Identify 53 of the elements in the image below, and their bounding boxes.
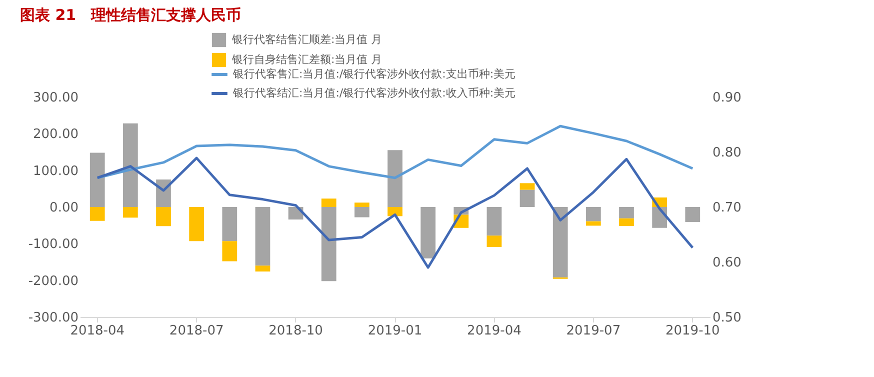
bar xyxy=(90,207,105,221)
bar xyxy=(388,150,402,207)
bar xyxy=(255,266,270,272)
bar xyxy=(354,202,370,207)
y-tick-label: 300.00 xyxy=(33,90,78,106)
legend-label: 银行代客售汇:当月值:/银行代客涉外收付款:支出币种:美元 xyxy=(232,68,516,80)
bar xyxy=(321,198,336,207)
legend-label: 银行代客结汇:当月值:/银行代客涉外收付款:收入币种:美元 xyxy=(232,86,516,100)
bar xyxy=(520,183,535,190)
y-tick-label: -100.00 xyxy=(28,237,78,252)
x-tick-label: 2018-10 xyxy=(268,324,323,338)
x-tick-label: 2019-01 xyxy=(368,324,422,338)
bar xyxy=(388,207,402,216)
y2-tick-label: 0.70 xyxy=(712,200,742,216)
y-tick-label: -300.00 xyxy=(28,310,78,326)
line-series xyxy=(96,156,694,269)
bar xyxy=(222,207,238,242)
chart-title: 图表 21 理性结售汇支撑人民币 xyxy=(20,6,242,24)
x-tick-label: 2018-07 xyxy=(169,324,224,338)
y2-tick-label: 0.90 xyxy=(712,90,742,106)
bar xyxy=(90,152,105,207)
legend-label: 银行自身结售汇差额:当月值 月 xyxy=(231,53,382,66)
y-tick-label: 100.00 xyxy=(33,164,78,179)
y2-tick-label: 0.80 xyxy=(712,146,742,160)
x-tick-label: 2018-04 xyxy=(70,324,125,338)
bar xyxy=(189,207,204,242)
bar xyxy=(156,207,171,226)
y-tick-label: -200.00 xyxy=(28,274,78,289)
bar xyxy=(354,207,370,218)
x-tick-label: 2019-04 xyxy=(467,324,522,338)
x-tick-label: 2019-07 xyxy=(566,324,621,338)
bar xyxy=(619,207,634,218)
x-tick-label: 2019-10 xyxy=(665,324,720,338)
bar xyxy=(321,207,336,282)
bar xyxy=(586,207,601,222)
y2-tick-label: 0.50 xyxy=(712,310,742,326)
bar xyxy=(255,207,270,266)
line-series xyxy=(96,124,694,180)
legend-label: 银行代客结售汇顺差:当月值 月 xyxy=(231,33,382,46)
bar xyxy=(520,190,535,207)
y-tick-label: 200.00 xyxy=(33,127,78,142)
bar xyxy=(222,241,238,262)
bar xyxy=(486,207,502,236)
bar xyxy=(122,207,138,218)
bar xyxy=(122,123,138,207)
bar xyxy=(420,207,436,258)
bar xyxy=(685,207,700,222)
bar xyxy=(586,221,601,226)
bar xyxy=(552,207,568,278)
bar xyxy=(619,218,634,226)
y2-tick-label: 0.60 xyxy=(712,256,742,270)
y-tick-label: 0.00 xyxy=(50,200,78,216)
bar xyxy=(486,236,502,247)
